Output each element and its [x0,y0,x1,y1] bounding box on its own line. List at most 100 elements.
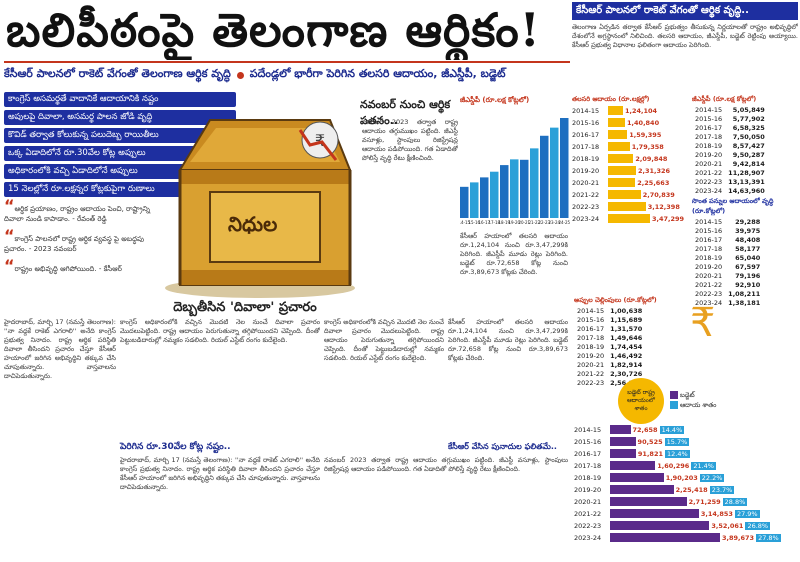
budget-label: 2014-15 [574,425,602,434]
subhead-rule [4,61,570,63]
sub-title-1: పెరిగిన రూ.30వేల కోట్ల నష్టం.. [120,442,231,452]
debt-table-value: 1,00,638 [610,306,643,315]
own-tax-table-row: 2018-19 65,040 [692,253,763,262]
budget-row: 2016-17 91,821 12.4% [574,448,798,459]
percapita-bar [608,130,628,139]
own-tax-table-row: 2022-23 1,08,211 [692,289,763,298]
percapita-row: 2023-24 3,47,299 [572,213,688,224]
quote-block: “ఆర్థిక ప్రయాణం, రాష్ట్రం ఆదాయం పెంచి, ర… [4,198,154,275]
gsdp-tick-label: 19-20 [508,220,520,224]
budget-bar [610,533,720,542]
percapita-block: తలసరి ఆదాయం (రూ.లక్షల్లో) 2014-15 1,24,10… [572,95,688,307]
budget-pct: 23.7% [709,485,735,494]
budget-bar [610,485,674,494]
budget-bar [610,449,636,458]
gsdp-tick-label: 14-15 [460,220,471,224]
gsdp-bar [480,177,489,218]
gsdp-tick-label: 24-25 [558,220,570,224]
treasure-chest-illustration: ₹ నిధుల [150,100,355,300]
debt-table-row: 2018-19 1,74,454 [574,342,645,351]
gsdp-tick-label: 18-19 [498,220,510,224]
debt-table-row: 2014-15 1,00,638 [574,306,645,315]
gsdp-chart-title: జీఎస్డీపీ (రూ.లక్ష కోట్లలో) [460,96,530,104]
debt-table-year: 2019-20 [577,351,605,360]
own-tax-table-row: 2016-17 48,408 [692,235,763,244]
gsdp-table-value: 11,28,907 [728,168,765,177]
own-tax-table-row: 2014-15 29,288 [692,217,763,226]
bullet-item: 15 నెలల్లోనే రూ.లక్షన్నర కోట్లకుపైగా రుణ… [4,182,236,197]
body-column-3: కాంగ్రెస్ అధికారంలోకి వచ్చిన మొదటి నెల న… [324,318,444,362]
bullet-item: అపులపై దివాలా, అసమర్థ పాలన జోడి వృద్ధి [4,110,236,125]
budget-row: 2019-20 2,25,418 23.7% [574,484,798,495]
own-tax-table-row: 2017-18 58,177 [692,244,763,253]
gsdp-table-year: 2018-19 [695,141,723,150]
percapita-bar [608,214,650,223]
gsdp-tick-label: 16-17 [478,220,490,224]
percapita-value: 2,25,663 [637,178,670,187]
debt-table-row: 2021-22 2,30,726 [574,369,645,378]
gsdp-table-value: 8,57,427 [732,141,765,150]
budget-value: 90,525 [637,437,663,446]
debt-table-year: 2015-16 [577,315,605,324]
budget-chart: 2014-15 72,658 14.4% 2015-16 90,525 15.7% 2016… [574,424,798,544]
percapita-value: 3,47,299 [652,214,685,223]
gsdp-table-value: 7,50,050 [732,132,765,141]
percapita-label: 2023-24 [572,214,600,223]
gsdp-chart-svg: 14-1515-1616-1717-1818-1919-2020-2121-22… [458,118,571,225]
gsdp-table-year: 2023-24 [695,186,723,195]
right-panel-head: కేసీఆర్ పాలనలో రాకెట్ వేగంతో ఆర్థిక వృద్… [572,2,798,20]
own-tax-table-year: 2021-22 [695,280,723,289]
percapita-label: 2015-16 [572,118,600,127]
rupee-icon: ₹ [690,300,716,346]
gsdp-table-year: 2017-18 [695,132,723,141]
budget-row: 2023-24 3,89,673 27.8% [574,532,798,543]
quote-item: “కాంగ్రెస్ పాలనలో రాష్ట్ర ఆర్థిక వ్యవస్థ… [4,228,154,254]
percapita-value: 2,31,326 [637,166,671,175]
svg-text:₹: ₹ [315,131,325,150]
budget-row: 2021-22 3,14,853 27.9% [574,508,798,519]
budget-label: 2016-17 [574,449,602,458]
percapita-label: 2020-21 [572,178,600,187]
budget-label: 2021-22 [574,509,602,518]
budget-label: 2020-21 [574,497,602,506]
november-title: నవంబర్ నుంచి ఆర్థిక పతనం.. [360,98,451,127]
gsdp-table-year: 2022-23 [695,177,723,186]
percapita-value: 1,24,104 [625,106,658,115]
headline: బలిపీఠంపై తెలంగాణ ఆర్థికం! [6,3,541,57]
percapita-bar [608,106,623,115]
gsdp-table-year: 2015-16 [695,114,723,123]
budget-bar [610,521,710,530]
legend-swatch-pct [670,401,678,409]
own-tax-table-value: 48,408 [735,235,761,244]
gsdp-table-row: 2018-19 8,57,427 [692,141,768,150]
own-tax-table-year: 2017-18 [695,244,723,253]
budget-pct: 21.4% [691,461,716,470]
budget-pct: 27.8% [756,533,781,542]
quote-text: కాంగ్రెస్ పాలనలో రాష్ట్ర ఆర్థిక వ్యవస్థ … [4,235,145,253]
own-tax-table-year: 2022-23 [695,289,723,298]
budget-pct: 15.7% [664,437,690,446]
budget-pct: 12.4% [665,449,690,458]
gsdp-table-value: 13,13,391 [728,177,765,186]
subhead-left: కేసీఆర్ పాలనలో రాకెట్ వేగంతో తెలంగాణ ఆర్… [4,67,231,80]
subhead: కేసీఆర్ పాలనలో రాకెట్ వేగంతో తెలంగాణ ఆర్… [4,64,572,86]
sub-title-2: కేసీఆర్ వేసిన పునాదుల ఫలితమే.. [448,442,557,451]
gsdp-tick-label: 21-22 [528,220,540,224]
right-panel: కేసీఆర్ పాలనలో రాకెట్ వేగంతో ఆర్థిక వృద్… [572,2,798,562]
budget-pct: 27.9% [734,509,760,518]
percapita-chart: 2014-15 1,24,104 2015-16 1,40,840 2016-17 1,5… [572,105,688,224]
debt-table-row: 2020-21 1,82,914 [574,360,645,369]
percapita-title: తలసరి ఆదాయం (రూ.లక్షల్లో) [572,95,650,103]
budget-value: 2,71,259 [688,497,721,506]
percapita-value: 1,59,395 [629,130,662,139]
debt-table-row: 2015-16 1,15,689 [574,315,645,324]
budget-bar [610,425,631,434]
quote-mark-icon: “ [4,226,15,245]
budget-pct: 22.2% [699,473,725,482]
gsdp-table-year: 2019-20 [695,150,723,159]
percapita-row: 2016-17 1,59,395 [572,129,688,140]
legend: బడ్జెట్ ఆదాయ శాతం [670,391,716,411]
debt-table: 2014-15 1,00,638 2015-16 1,15,689 2016-17 1,3… [574,306,645,387]
own-tax-table-value: 58,177 [735,244,761,253]
percapita-bar [608,118,626,127]
